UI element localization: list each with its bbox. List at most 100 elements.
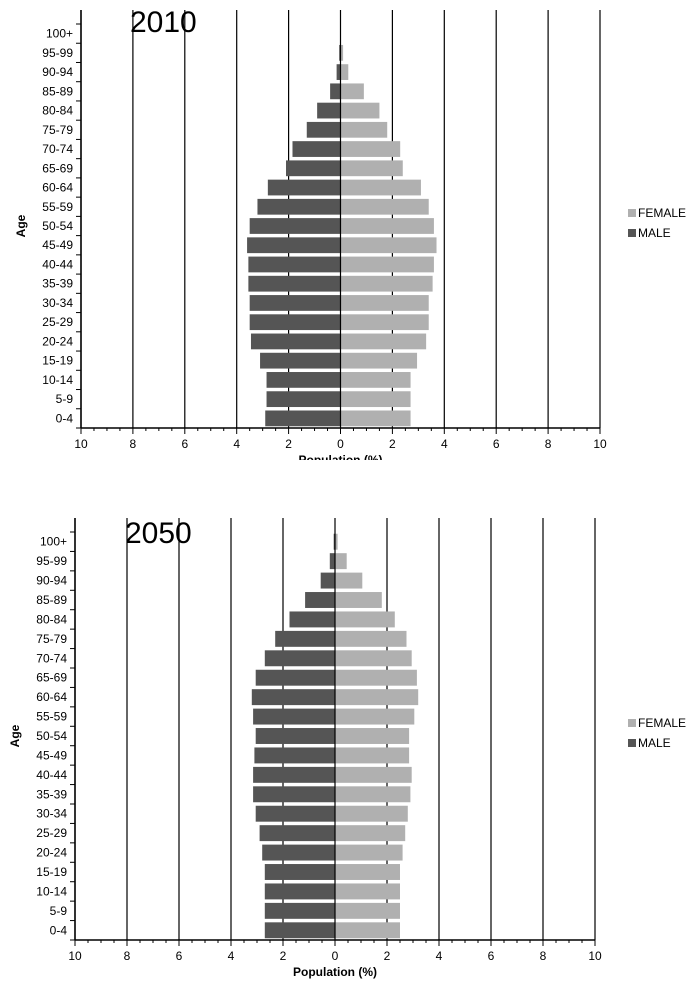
x-axis-title: Population (%) xyxy=(299,453,383,460)
female-bar-60-64 xyxy=(335,689,419,706)
legend-swatch-male xyxy=(628,229,636,237)
female-bar-0-4 xyxy=(340,410,411,427)
male-bar-65-69 xyxy=(286,160,341,177)
x-tick-label: 10 xyxy=(593,437,607,451)
male-bar-80-84 xyxy=(317,102,341,119)
age-tick-label: 85-89 xyxy=(42,84,73,98)
age-tick-label: 30-34 xyxy=(42,296,73,310)
male-bar-40-44 xyxy=(248,256,341,273)
age-tick-label: 25-29 xyxy=(42,315,73,329)
female-bar-20-24 xyxy=(340,333,427,350)
x-tick-label: 0 xyxy=(332,949,339,963)
legend-label-male: MALE xyxy=(638,736,671,750)
legend-label-male: MALE xyxy=(638,226,671,240)
age-tick-label: 70-74 xyxy=(42,142,73,156)
x-axis-title: Population (%) xyxy=(293,965,377,979)
age-tick-label: 20-24 xyxy=(42,334,73,348)
male-bar-30-34 xyxy=(249,295,341,311)
x-tick-label: 8 xyxy=(540,949,547,963)
male-bar-65-69 xyxy=(255,669,335,686)
age-tick-label: 65-69 xyxy=(36,671,67,685)
age-tick-label: 50-54 xyxy=(42,219,73,233)
x-tick-label: 6 xyxy=(176,949,183,963)
female-bar-35-39 xyxy=(335,786,411,803)
age-tick-label: 100+ xyxy=(46,27,73,41)
x-tick-label: 4 xyxy=(228,949,235,963)
female-bar-25-29 xyxy=(335,825,406,842)
female-bar-5-9 xyxy=(335,902,400,919)
male-bar-70-74 xyxy=(292,141,341,157)
legend-label-female: FEMALE xyxy=(638,206,686,220)
female-bar-50-54 xyxy=(340,218,434,234)
legend-swatch-female xyxy=(628,719,636,727)
x-tick-label: 10 xyxy=(68,949,82,963)
male-bar-5-9 xyxy=(266,391,341,408)
age-tick-label: 35-39 xyxy=(36,787,67,801)
legend-swatch-female xyxy=(628,209,636,217)
age-tick-label: 95-99 xyxy=(36,554,67,568)
y-axis-title: Age xyxy=(14,214,28,237)
age-tick-label: 80-84 xyxy=(36,612,67,626)
male-bar-90-94 xyxy=(336,64,341,80)
female-bar-95-99 xyxy=(340,44,344,61)
age-tick-label: 25-29 xyxy=(36,826,67,840)
x-tick-label: 10 xyxy=(588,949,602,963)
male-bar-0-4 xyxy=(264,922,335,939)
age-tick-label: 10-14 xyxy=(42,373,73,387)
age-tick-label: 85-89 xyxy=(36,593,67,607)
male-bar-50-54 xyxy=(249,218,341,234)
age-tick-label: 35-39 xyxy=(42,277,73,291)
age-tick-label: 90-94 xyxy=(42,65,73,79)
chart-title: 2050 xyxy=(125,517,192,550)
age-tick-label: 90-94 xyxy=(36,574,67,588)
x-tick-label: 0 xyxy=(337,437,344,451)
female-bar-30-34 xyxy=(340,295,429,311)
age-tick-label: 10-14 xyxy=(36,884,67,898)
male-bar-55-59 xyxy=(253,708,335,725)
age-tick-label: 15-19 xyxy=(36,865,67,879)
male-bar-25-29 xyxy=(249,314,341,331)
x-tick-label: 4 xyxy=(441,437,448,451)
male-bar-35-39 xyxy=(253,786,335,803)
male-bar-40-44 xyxy=(253,766,335,783)
female-bar-35-39 xyxy=(340,275,433,292)
age-tick-label: 40-44 xyxy=(42,257,73,271)
male-bar-15-19 xyxy=(264,864,335,880)
male-bar-75-79 xyxy=(306,121,341,138)
age-tick-label: 95-99 xyxy=(42,46,73,60)
female-bar-65-69 xyxy=(340,160,403,177)
age-tick-label: 15-19 xyxy=(42,354,73,368)
male-bar-60-64 xyxy=(251,689,335,706)
legend-swatch-male xyxy=(628,739,636,747)
age-tick-label: 70-74 xyxy=(36,651,67,665)
male-bar-80-84 xyxy=(289,611,335,628)
male-bar-20-24 xyxy=(250,333,341,350)
x-tick-label: 4 xyxy=(233,437,240,451)
x-tick-label: 6 xyxy=(181,437,188,451)
female-bar-20-24 xyxy=(335,844,403,861)
x-tick-label: 8 xyxy=(124,949,131,963)
population-pyramid-2050: 0-4 5-9 10-14 15-19 20-24 25-29 30-34 35-39 40-4… xyxy=(8,517,686,979)
female-bar-80-84 xyxy=(335,611,395,628)
male-bar-45-49 xyxy=(247,237,341,254)
male-bar-90-94 xyxy=(320,572,335,589)
age-tick-label: 5-9 xyxy=(50,904,68,918)
male-bar-50-54 xyxy=(255,728,335,744)
female-bar-65-69 xyxy=(335,669,417,686)
female-bar-80-84 xyxy=(340,102,380,119)
male-bar-5-9 xyxy=(264,902,335,919)
female-bar-0-4 xyxy=(335,922,400,939)
female-bar-15-19 xyxy=(340,352,418,369)
male-bar-35-39 xyxy=(248,275,341,292)
female-bar-90-94 xyxy=(340,64,349,80)
age-tick-label: 30-34 xyxy=(36,807,67,821)
male-bar-85-89 xyxy=(305,592,335,608)
female-bar-30-34 xyxy=(335,805,408,822)
male-bar-70-74 xyxy=(264,650,335,667)
x-tick-label: 2 xyxy=(280,949,287,963)
x-tick-label: 8 xyxy=(130,437,137,451)
female-bar-85-89 xyxy=(340,83,364,100)
x-tick-label: 2 xyxy=(384,949,391,963)
age-tick-label: 100+ xyxy=(40,535,67,549)
